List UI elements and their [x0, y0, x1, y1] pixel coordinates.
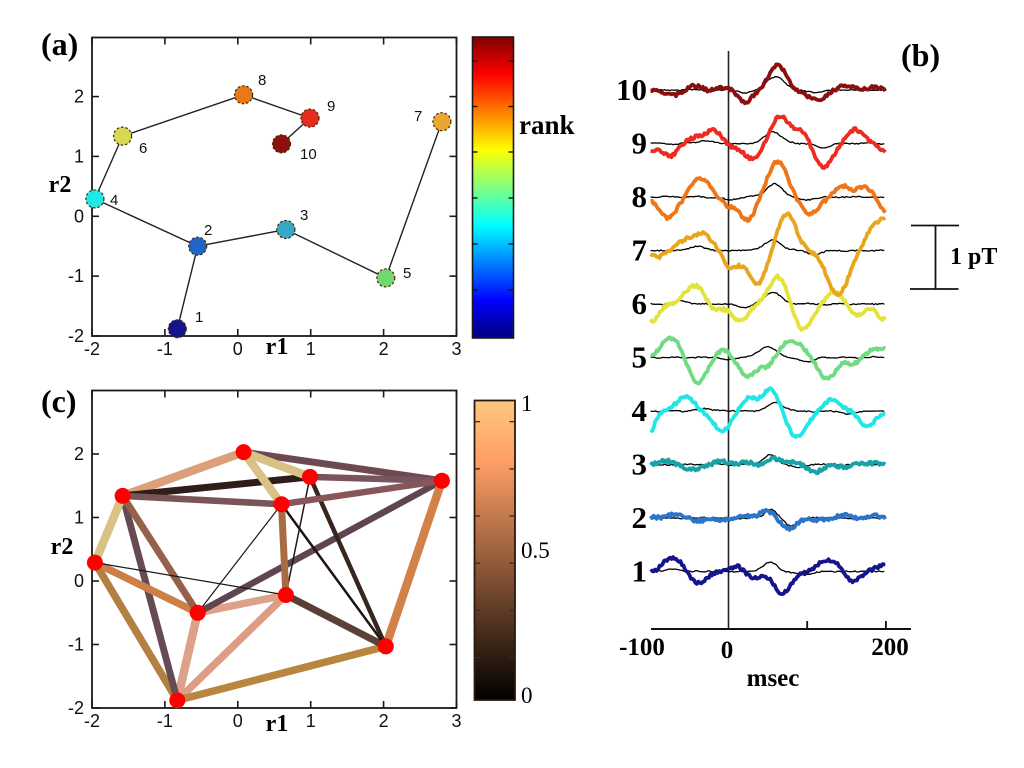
svg-text:3: 3: [632, 447, 648, 482]
svg-text:6: 6: [139, 140, 147, 157]
svg-text:3: 3: [451, 339, 461, 359]
svg-text:10: 10: [300, 146, 317, 163]
svg-text:1: 1: [632, 554, 648, 589]
svg-text:1: 1: [521, 391, 533, 416]
svg-text:0: 0: [74, 571, 84, 591]
svg-text:r1: r1: [266, 334, 289, 360]
svg-text:4: 4: [110, 192, 118, 209]
svg-text:1: 1: [74, 508, 84, 528]
svg-text:1 pT: 1 pT: [950, 244, 997, 270]
svg-text:(a): (a): [41, 26, 78, 62]
svg-text:-100: -100: [619, 634, 665, 661]
svg-text:200: 200: [871, 634, 909, 661]
svg-text:(b): (b): [901, 37, 940, 73]
svg-text:-2: -2: [84, 339, 100, 359]
svg-text:2: 2: [379, 339, 389, 359]
svg-text:8: 8: [258, 72, 266, 89]
svg-text:7: 7: [632, 233, 648, 268]
svg-text:3: 3: [451, 711, 461, 731]
svg-text:r1: r1: [266, 711, 289, 737]
svg-text:2: 2: [74, 444, 84, 464]
svg-text:-1: -1: [68, 266, 84, 286]
svg-text:0: 0: [521, 683, 533, 708]
svg-text:-1: -1: [157, 339, 173, 359]
svg-text:2: 2: [74, 87, 84, 107]
svg-text:3: 3: [300, 207, 308, 224]
svg-text:-2: -2: [84, 711, 100, 731]
svg-text:1: 1: [74, 146, 84, 166]
svg-text:0: 0: [74, 206, 84, 226]
svg-text:-1: -1: [68, 635, 84, 655]
svg-text:0: 0: [233, 711, 243, 731]
svg-text:4: 4: [632, 393, 648, 428]
svg-text:0: 0: [721, 637, 734, 664]
svg-text:2: 2: [379, 711, 389, 731]
svg-text:5: 5: [632, 340, 648, 375]
svg-text:9: 9: [632, 126, 648, 161]
svg-text:1: 1: [195, 309, 203, 326]
svg-text:5: 5: [403, 265, 411, 282]
svg-text:-1: -1: [157, 711, 173, 731]
svg-text:r2: r2: [49, 172, 72, 198]
svg-text:(c): (c): [41, 383, 77, 419]
svg-text:-2: -2: [68, 698, 84, 718]
svg-text:7: 7: [414, 108, 422, 125]
svg-text:8: 8: [632, 179, 648, 214]
svg-text:2: 2: [632, 500, 648, 535]
svg-text:rank: rank: [519, 110, 575, 140]
svg-text:msec: msec: [747, 665, 800, 692]
svg-text:0: 0: [233, 339, 243, 359]
svg-text:6: 6: [632, 286, 648, 321]
svg-text:10: 10: [616, 72, 647, 107]
svg-text:r2: r2: [51, 534, 74, 560]
svg-text:2: 2: [204, 222, 212, 239]
svg-text:9: 9: [327, 98, 335, 115]
svg-text:-2: -2: [68, 326, 84, 346]
svg-text:1: 1: [306, 339, 316, 359]
svg-text:1: 1: [306, 711, 316, 731]
svg-text:0.5: 0.5: [521, 538, 550, 563]
